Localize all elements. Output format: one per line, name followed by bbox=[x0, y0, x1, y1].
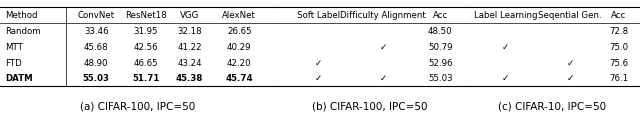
Text: ✓: ✓ bbox=[566, 58, 573, 67]
Text: ✓: ✓ bbox=[502, 42, 509, 51]
Text: Method: Method bbox=[6, 11, 38, 20]
Text: 26.65: 26.65 bbox=[227, 27, 252, 36]
Text: 41.22: 41.22 bbox=[177, 42, 202, 51]
Text: ✓: ✓ bbox=[566, 74, 573, 82]
Text: DATM: DATM bbox=[6, 74, 33, 82]
Text: 46.65: 46.65 bbox=[133, 58, 158, 67]
Text: 45.38: 45.38 bbox=[176, 74, 204, 82]
Text: Acc: Acc bbox=[433, 11, 448, 20]
Text: ✓: ✓ bbox=[380, 42, 387, 51]
Text: Random: Random bbox=[6, 27, 41, 36]
Text: (a) CIFAR-100, IPC=50: (a) CIFAR-100, IPC=50 bbox=[80, 100, 195, 110]
Text: FTD: FTD bbox=[6, 58, 22, 67]
Text: 33.46: 33.46 bbox=[84, 27, 109, 36]
Text: ✓: ✓ bbox=[315, 58, 323, 67]
Text: 72.8: 72.8 bbox=[609, 27, 628, 36]
Text: 55.03: 55.03 bbox=[428, 74, 452, 82]
Text: Acc: Acc bbox=[611, 11, 627, 20]
Text: VGG: VGG bbox=[180, 11, 200, 20]
Text: MTT: MTT bbox=[6, 42, 24, 51]
Text: Difficulty Alignment: Difficulty Alignment bbox=[340, 11, 426, 20]
Text: Seqential Gen.: Seqential Gen. bbox=[538, 11, 602, 20]
Text: (c) CIFAR-10, IPC=50: (c) CIFAR-10, IPC=50 bbox=[499, 100, 607, 110]
Text: ResNet18: ResNet18 bbox=[125, 11, 166, 20]
Text: 42.20: 42.20 bbox=[227, 58, 252, 67]
Text: 45.68: 45.68 bbox=[84, 42, 109, 51]
Text: 75.0: 75.0 bbox=[609, 42, 628, 51]
Text: 45.74: 45.74 bbox=[225, 74, 253, 82]
Text: AlexNet: AlexNet bbox=[222, 11, 256, 20]
Text: 75.6: 75.6 bbox=[609, 58, 628, 67]
Text: Soft Label: Soft Label bbox=[297, 11, 340, 20]
Text: ✓: ✓ bbox=[380, 74, 387, 82]
Text: 32.18: 32.18 bbox=[177, 27, 202, 36]
Text: 42.56: 42.56 bbox=[133, 42, 158, 51]
Text: 52.96: 52.96 bbox=[428, 58, 452, 67]
Text: 43.24: 43.24 bbox=[177, 58, 202, 67]
Text: 76.1: 76.1 bbox=[609, 74, 628, 82]
Text: ConvNet: ConvNet bbox=[77, 11, 115, 20]
Text: 31.95: 31.95 bbox=[134, 27, 158, 36]
Text: 48.50: 48.50 bbox=[428, 27, 452, 36]
Text: ✓: ✓ bbox=[315, 74, 323, 82]
Text: 48.90: 48.90 bbox=[84, 58, 109, 67]
Text: 55.03: 55.03 bbox=[83, 74, 109, 82]
Text: Label Learning: Label Learning bbox=[474, 11, 537, 20]
Text: 50.79: 50.79 bbox=[428, 42, 452, 51]
Text: ✓: ✓ bbox=[502, 74, 509, 82]
Text: 51.71: 51.71 bbox=[132, 74, 159, 82]
Text: 40.29: 40.29 bbox=[227, 42, 252, 51]
Text: (b) CIFAR-100, IPC=50: (b) CIFAR-100, IPC=50 bbox=[312, 100, 428, 110]
